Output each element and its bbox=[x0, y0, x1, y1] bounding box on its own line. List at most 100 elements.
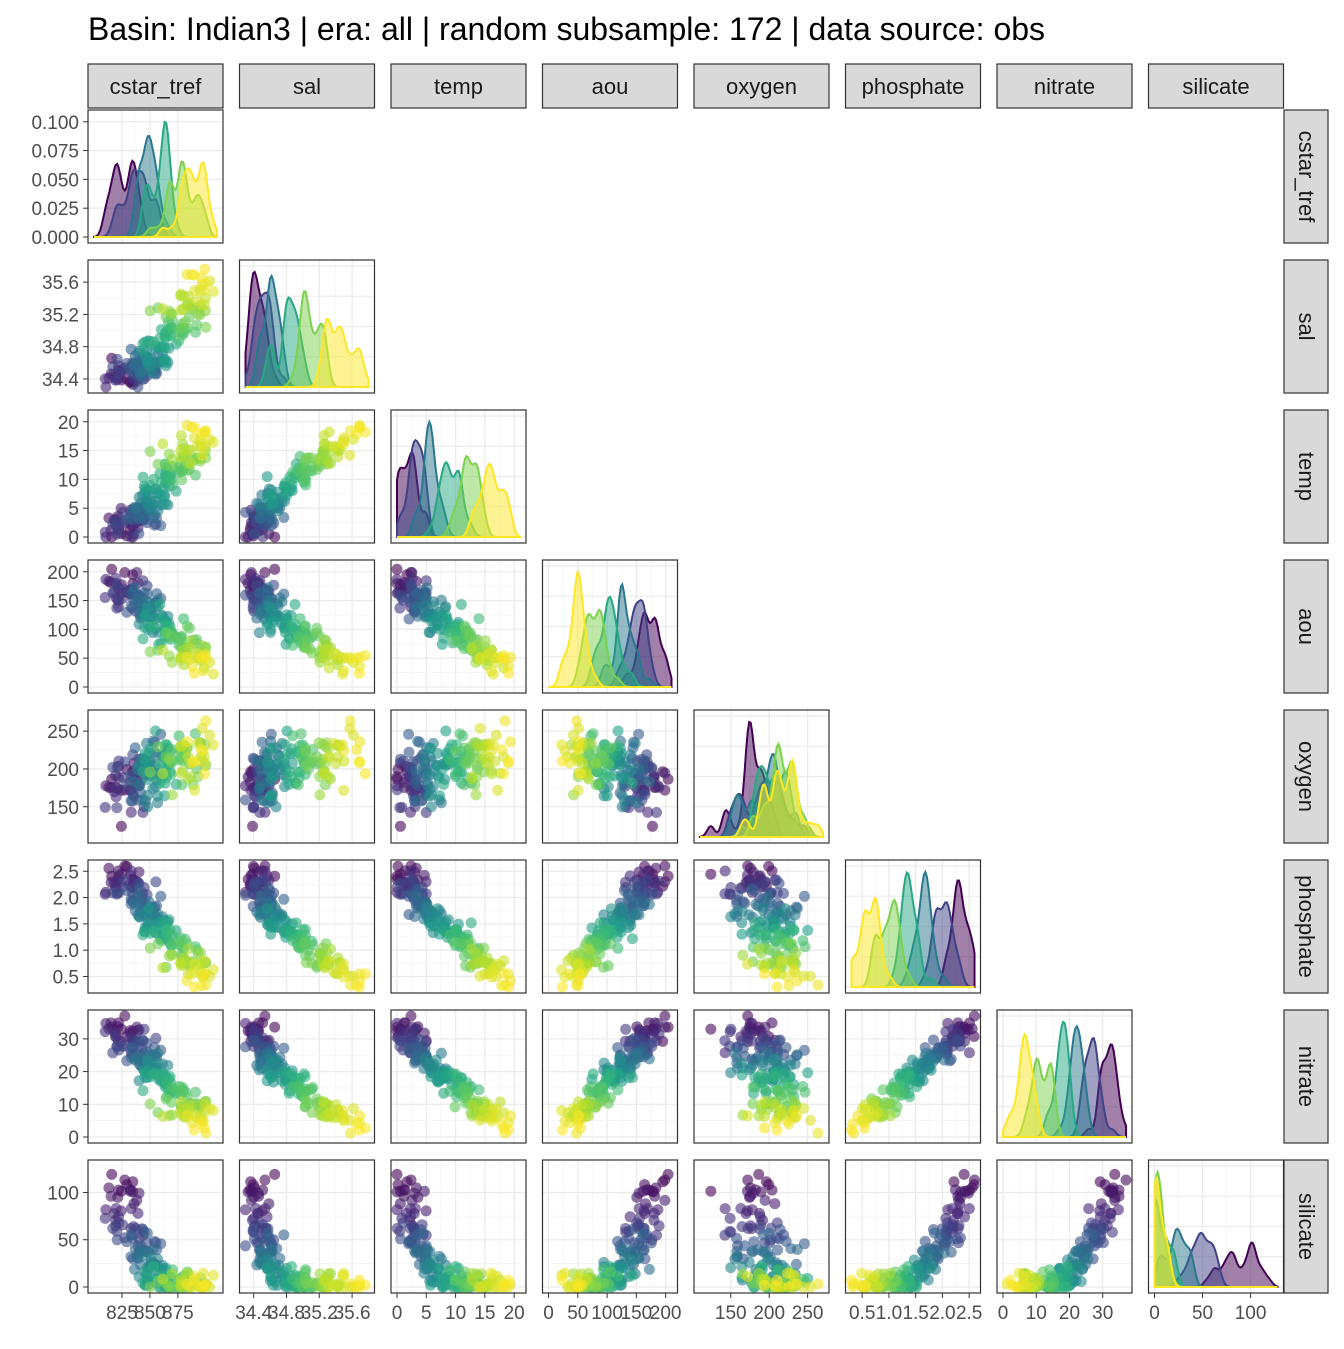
scatter-point bbox=[150, 876, 161, 887]
scatter-point bbox=[467, 771, 478, 782]
scatter-point bbox=[466, 917, 477, 928]
scatter-point bbox=[106, 1191, 117, 1202]
scatter-point bbox=[324, 426, 335, 437]
scatter-point bbox=[410, 1248, 421, 1259]
scatter-point bbox=[705, 869, 716, 880]
scatter-point bbox=[110, 782, 121, 793]
strip-right-silicate: silicate bbox=[1284, 1160, 1328, 1293]
scatter-point bbox=[963, 1024, 974, 1035]
scatter-point bbox=[737, 906, 748, 917]
scatter-point bbox=[176, 304, 187, 315]
scatter-point bbox=[412, 736, 423, 747]
scatter-point bbox=[142, 356, 153, 367]
scatter-point bbox=[564, 968, 575, 979]
scatter-point bbox=[148, 1261, 159, 1272]
panel-oxygen-vs-aou bbox=[543, 710, 678, 843]
scatter-point bbox=[640, 789, 651, 800]
scatter-point bbox=[157, 1274, 168, 1285]
scatter-point bbox=[644, 1264, 655, 1275]
scatter-point bbox=[605, 1266, 616, 1277]
scatter-point bbox=[776, 955, 787, 966]
scatter-point bbox=[269, 1169, 280, 1180]
scatter-point bbox=[769, 1198, 780, 1209]
scatter-point bbox=[622, 890, 633, 901]
scatter-point bbox=[196, 744, 207, 755]
scatter-point bbox=[800, 941, 811, 952]
scatter-point bbox=[772, 982, 783, 993]
scatter-point bbox=[575, 768, 586, 779]
scatter-point bbox=[742, 959, 753, 970]
scatter-point bbox=[344, 450, 355, 461]
scatter-point bbox=[792, 1049, 803, 1060]
scatter-point bbox=[129, 502, 140, 513]
scatter-point bbox=[119, 567, 130, 578]
scatter-point bbox=[768, 1055, 779, 1066]
scatter-point bbox=[112, 518, 123, 529]
scatter-point bbox=[129, 582, 140, 593]
scatter-point bbox=[557, 1125, 568, 1136]
scatter-point bbox=[926, 1065, 937, 1076]
scatter-point bbox=[964, 1047, 975, 1058]
scatter-point bbox=[262, 582, 273, 593]
scatter-point bbox=[249, 878, 260, 889]
scatter-point bbox=[139, 754, 150, 765]
scatter-point bbox=[480, 635, 491, 646]
scatter-point bbox=[559, 746, 570, 757]
scatter-point bbox=[300, 621, 311, 632]
strip-top-label: cstar_tref bbox=[110, 74, 203, 99]
scatter-point bbox=[759, 876, 770, 887]
scatter-point bbox=[758, 1083, 769, 1094]
scatter-point bbox=[351, 744, 362, 755]
scatter-point bbox=[145, 943, 156, 954]
strip-right-label: cstar_tref bbox=[1294, 131, 1319, 224]
scatter-point bbox=[627, 1224, 638, 1235]
scatter-point bbox=[360, 650, 371, 661]
scatter-point bbox=[473, 741, 484, 752]
scatter-point bbox=[189, 982, 200, 993]
scatter-point bbox=[145, 446, 156, 457]
scatter-point bbox=[630, 738, 641, 749]
scatter-point bbox=[301, 957, 312, 968]
scatter-point bbox=[208, 437, 219, 448]
strip-top-temp: temp bbox=[391, 64, 526, 108]
panel-aou-vs-cstar_tref bbox=[88, 560, 223, 693]
strip-right-label: temp bbox=[1294, 452, 1319, 501]
scatter-point bbox=[725, 1067, 736, 1078]
scatter-point bbox=[473, 958, 484, 969]
strip-top-sal: sal bbox=[240, 64, 375, 108]
scatter-point bbox=[859, 1123, 870, 1134]
scatter-point bbox=[588, 1068, 599, 1079]
panel-phosphate-vs-aou bbox=[543, 860, 678, 993]
scatter-point bbox=[271, 801, 282, 812]
scatter-point bbox=[145, 646, 156, 657]
scatter-point bbox=[737, 1221, 748, 1232]
scatter-point bbox=[575, 1280, 586, 1291]
scatter-point bbox=[418, 1228, 429, 1239]
scatter-point bbox=[590, 758, 601, 769]
scatter-point bbox=[846, 1125, 857, 1136]
scatter-point bbox=[450, 1101, 461, 1112]
panel-oxygen-vs-cstar_tref bbox=[88, 710, 223, 843]
scatter-point bbox=[475, 1115, 486, 1126]
scatter-point bbox=[338, 785, 349, 796]
scatter-point bbox=[421, 1205, 432, 1216]
scatter-point bbox=[354, 1125, 365, 1136]
strip-right-label: sal bbox=[1294, 312, 1319, 340]
scatter-point bbox=[631, 1048, 642, 1059]
scatter-point bbox=[181, 1110, 192, 1121]
scatter-point bbox=[161, 1093, 172, 1104]
scatter-point bbox=[247, 821, 258, 832]
scatter-point bbox=[505, 736, 516, 747]
scatter-point bbox=[134, 513, 145, 524]
scatter-point bbox=[129, 1053, 140, 1064]
scatter-point bbox=[110, 1029, 121, 1040]
scatter-point bbox=[392, 574, 403, 585]
scatter-point bbox=[496, 744, 507, 755]
scatter-point bbox=[278, 894, 289, 905]
scatter-point bbox=[134, 911, 145, 922]
scatter-point bbox=[199, 968, 210, 979]
scatter-point bbox=[802, 1067, 813, 1078]
scatter-point bbox=[759, 1123, 770, 1134]
scatter-point bbox=[488, 1105, 499, 1116]
scatter-point bbox=[265, 790, 276, 801]
